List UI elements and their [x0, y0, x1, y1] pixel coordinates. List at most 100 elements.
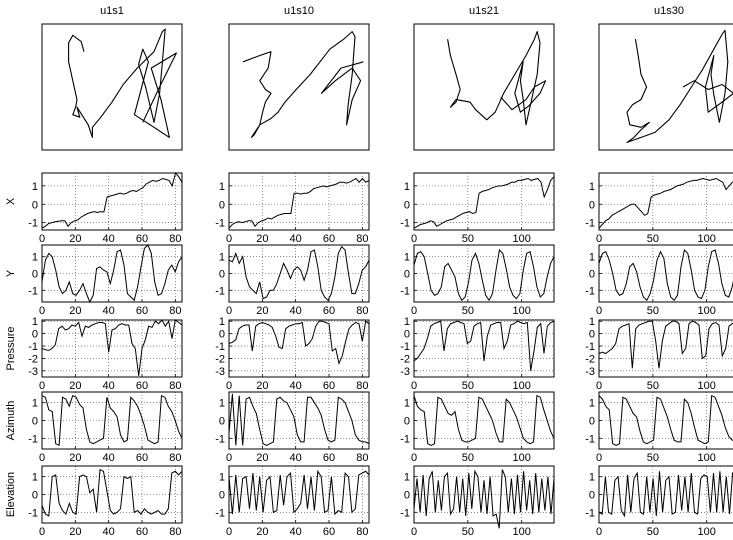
x-tick-label: 80 — [169, 452, 181, 464]
x-tick-label: 100 — [513, 452, 531, 464]
y-tick-label: -1 — [28, 285, 38, 297]
y-tick-label: 0 — [32, 199, 38, 211]
series-Y-u1s1 — [41, 244, 183, 304]
x-tick-label: 100 — [698, 380, 716, 392]
signature-frame-u1s1 — [41, 23, 183, 151]
y-tick-label: 0 — [404, 269, 410, 281]
y-tick-label: 1 — [32, 472, 38, 484]
series-Elevation-u1s30 — [598, 471, 733, 518]
x-tick-label: 50 — [462, 233, 474, 245]
column-title-u1s21: u1s21 — [469, 5, 499, 17]
x-tick-label: 50 — [462, 305, 474, 317]
y-tick-label: 1 — [404, 316, 410, 328]
y-tick-label: -1 — [28, 507, 38, 519]
y-tick-label: 0 — [589, 269, 595, 281]
series-Elevation-u1s10 — [228, 469, 370, 516]
y-tick-label: -1 — [400, 341, 410, 353]
series-X-u1s10 — [228, 177, 370, 229]
series-Azimuth-u1s10 — [228, 393, 370, 446]
x-tick-label: 50 — [462, 380, 474, 392]
series-Y-u1s30 — [598, 248, 733, 302]
y-tick-label: 0 — [404, 199, 410, 211]
x-tick-label: 80 — [356, 380, 368, 392]
column-title-u1s1: u1s1 — [100, 5, 124, 17]
series-Elevation-u1s21 — [413, 469, 555, 529]
x-tick-label: 60 — [323, 526, 335, 538]
x-tick-label: 50 — [647, 305, 659, 317]
y-tick-label: -1 — [585, 341, 595, 353]
y-tick-label: -1 — [215, 218, 225, 230]
series-Pressure-u1s1 — [41, 319, 183, 376]
y-tick-label: -1 — [400, 218, 410, 230]
x-tick-label: 20 — [69, 233, 81, 245]
y-tick-label: -1 — [215, 285, 225, 297]
x-tick-label: 20 — [256, 233, 268, 245]
x-tick-label: 40 — [103, 305, 115, 317]
x-tick-label: 50 — [462, 526, 474, 538]
x-tick-label: 20 — [256, 305, 268, 317]
axes-frame-X-u1s10 — [228, 172, 370, 231]
x-tick-label: 80 — [169, 526, 181, 538]
x-tick-label: 100 — [698, 305, 716, 317]
x-tick-label: 20 — [69, 305, 81, 317]
x-tick-label: 40 — [290, 380, 302, 392]
column-title-u1s10: u1s10 — [284, 5, 314, 17]
axes-frame-Pressure-u1s30 — [598, 319, 733, 378]
y-tick-label: 1 — [219, 181, 225, 193]
y-tick-label: 1 — [219, 316, 225, 328]
y-tick-label: 1 — [589, 472, 595, 484]
signature-frame-u1s30 — [598, 23, 733, 151]
y-tick-label: 0 — [219, 416, 225, 428]
x-tick-label: 60 — [323, 233, 335, 245]
x-tick-label: 100 — [513, 526, 531, 538]
x-tick-label: 100 — [698, 526, 716, 538]
y-tick-label: 0 — [32, 416, 38, 428]
x-tick-label: 20 — [256, 452, 268, 464]
y-tick-label: 1 — [589, 398, 595, 410]
x-tick-label: 80 — [169, 305, 181, 317]
y-tick-label: -1 — [585, 285, 595, 297]
series-Pressure-u1s10 — [228, 320, 370, 366]
x-tick-label: 50 — [647, 233, 659, 245]
signature-frame-u1s10 — [228, 23, 370, 151]
y-tick-label: -2 — [215, 353, 225, 365]
y-tick-label: 0 — [404, 329, 410, 341]
y-tick-label: -1 — [400, 507, 410, 519]
x-tick-label: 60 — [136, 452, 148, 464]
x-tick-label: 50 — [647, 452, 659, 464]
signature-trace-u1s30 — [626, 29, 733, 143]
series-X-u1s30 — [598, 177, 733, 229]
x-tick-label: 0 — [596, 452, 602, 464]
x-tick-label: 0 — [596, 305, 602, 317]
x-tick-label: 0 — [411, 526, 417, 538]
row-label-azimuth: Azimuth — [5, 401, 17, 441]
y-tick-label: -1 — [215, 507, 225, 519]
y-tick-label: 1 — [219, 472, 225, 484]
y-tick-label: 1 — [404, 398, 410, 410]
x-tick-label: 80 — [356, 526, 368, 538]
x-tick-label: 0 — [411, 233, 417, 245]
x-tick-label: 60 — [136, 526, 148, 538]
x-tick-label: 20 — [69, 526, 81, 538]
x-tick-label: 50 — [462, 452, 474, 464]
y-tick-label: 1 — [219, 252, 225, 264]
x-tick-label: 100 — [698, 452, 716, 464]
axes-frame-X-u1s1 — [41, 172, 183, 231]
x-tick-label: 100 — [513, 233, 531, 245]
x-tick-label: 20 — [69, 452, 81, 464]
x-tick-label: 80 — [169, 380, 181, 392]
x-tick-label: 0 — [596, 380, 602, 392]
row-label-x: X — [5, 197, 17, 205]
y-tick-label: -1 — [215, 341, 225, 353]
series-X-u1s1 — [41, 171, 183, 229]
x-tick-label: 40 — [290, 526, 302, 538]
x-tick-label: 0 — [39, 380, 45, 392]
row-label-elevation: Elevation — [5, 472, 17, 517]
y-tick-label: -1 — [215, 433, 225, 445]
y-tick-label: 1 — [589, 181, 595, 193]
x-tick-label: 0 — [411, 452, 417, 464]
x-tick-label: 0 — [226, 305, 232, 317]
x-tick-label: 100 — [513, 305, 531, 317]
y-tick-label: -1 — [400, 285, 410, 297]
y-tick-label: 0 — [219, 329, 225, 341]
